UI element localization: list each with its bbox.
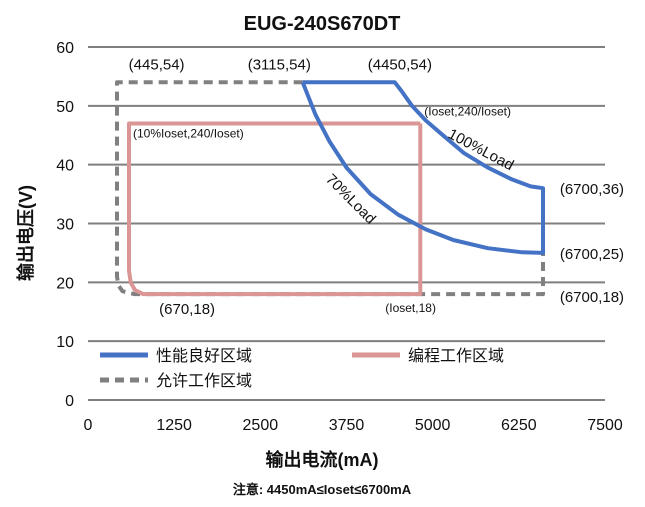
y-tick-label: 30 (56, 217, 74, 234)
curve-label-70-load: 70%Load (322, 171, 379, 228)
x-tick-label: 6250 (501, 417, 537, 434)
x-tick-label: 7500 (587, 417, 623, 434)
legend-label: 性能良好区域 (156, 347, 252, 365)
annotation-label: (Ioset,240/Ioset) (424, 104, 511, 118)
annotation-label: (6700,25) (560, 246, 624, 263)
y-tick-label: 40 (56, 158, 74, 175)
x-tick-label: 0 (84, 417, 93, 434)
annotation-label: (670,18) (159, 301, 215, 318)
x-tick-label: 1250 (156, 417, 192, 434)
x-tick-label: 5000 (415, 417, 451, 434)
y-tick-label: 0 (65, 393, 74, 410)
y-tick-label: 20 (56, 275, 74, 292)
x-tick-label: 2500 (243, 417, 279, 434)
series-lines (115, 80, 545, 297)
x-axis-label: 输出电流(mA) (266, 449, 379, 470)
legend-label: 编程工作区域 (408, 347, 504, 365)
axes: 0 10 20 30 40 50 60 0 1250 2500 3750 5000 6250 7500 (56, 40, 623, 434)
annotation-label: (10%Ioset,240/Ioset) (133, 126, 244, 140)
x-tick-label: 3750 (329, 417, 365, 434)
annotation-label: (4450,54) (368, 56, 432, 73)
legend-label: 允许工作区域 (156, 372, 252, 390)
footnote: 注意: 4450mA≤Ioset≤6700mA (233, 482, 412, 497)
y-tick-label: 60 (56, 40, 74, 57)
y-tick-label: 10 (56, 334, 74, 351)
chart-title: EUG-240S670DT (244, 13, 401, 35)
annotation-label: (3115,54) (248, 56, 311, 73)
curve-label-100-load: 100%Load (445, 126, 516, 175)
series-line (115, 80, 545, 297)
annotation-label: (6700,36) (560, 181, 624, 198)
annotations: (445,54) (3115,54) (4450,54) (Ioset,240/Ios… (129, 56, 624, 318)
series-line (127, 121, 423, 297)
y-axis-label: 输出电压(V) (15, 185, 36, 281)
annotation-label: (Ioset,18) (385, 301, 436, 315)
y-tick-label: 50 (56, 99, 74, 116)
annotation-label: (6700,18) (560, 289, 624, 306)
series-line (300, 80, 545, 255)
annotation-label: (445,54) (129, 56, 185, 73)
